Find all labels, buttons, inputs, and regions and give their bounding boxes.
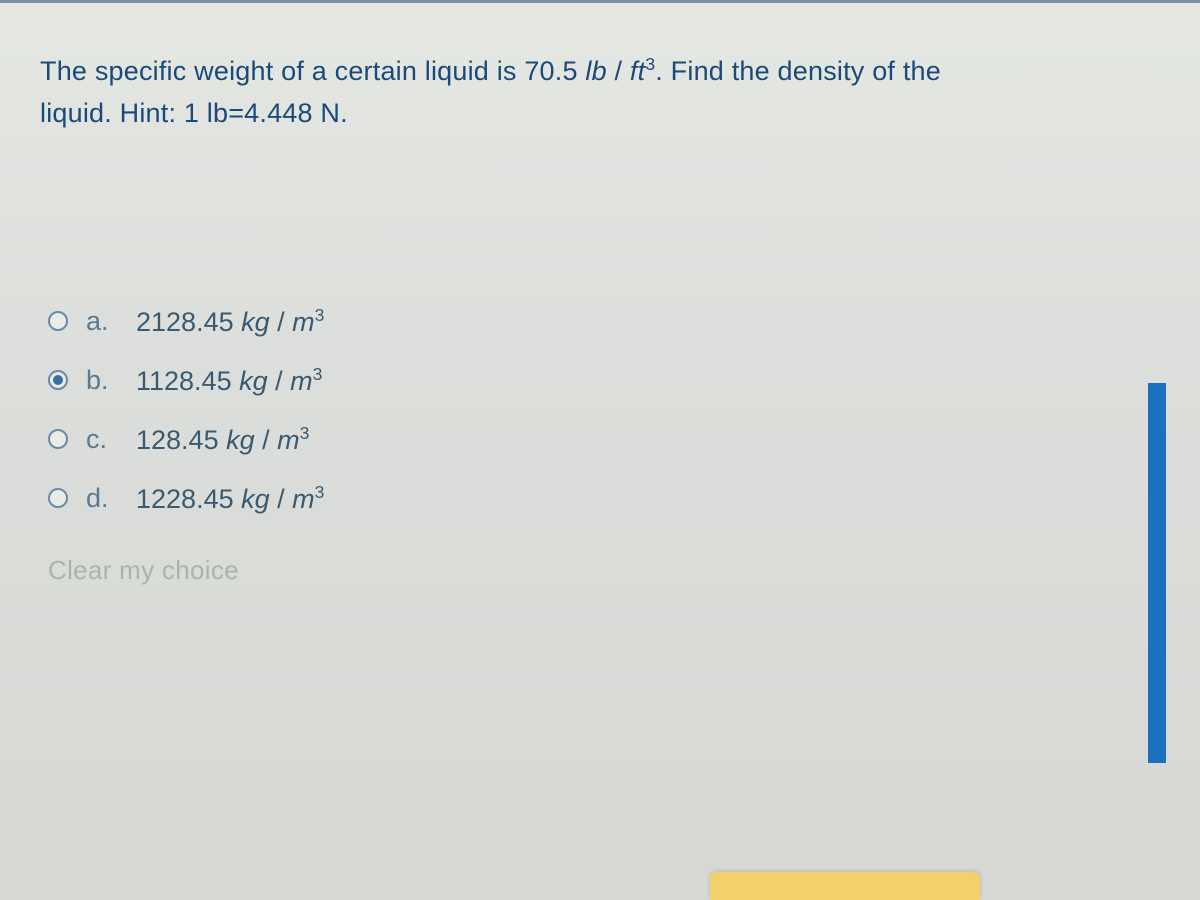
radio-c[interactable] xyxy=(48,429,68,449)
option-value: 128.45 kg / m3 xyxy=(136,423,309,456)
options-group: a. 2128.45 kg / m3 b. 1128.45 kg / m3 c. xyxy=(48,305,1020,515)
question-text: The specific weight of a certain liquid … xyxy=(40,51,1020,135)
question-card: The specific weight of a certain liquid … xyxy=(40,51,1020,586)
option-letter: b. xyxy=(86,365,118,396)
option-letter: a. xyxy=(86,306,118,337)
question-prefix: The specific weight of a certain liquid … xyxy=(40,56,585,86)
option-d[interactable]: d. 1228.45 kg / m3 xyxy=(48,482,1020,515)
radio-a[interactable] xyxy=(48,311,68,331)
option-value: 1228.45 kg / m3 xyxy=(136,482,324,515)
option-letter: c. xyxy=(86,424,118,455)
option-a[interactable]: a. 2128.45 kg / m3 xyxy=(48,305,1020,338)
clear-choice-link[interactable]: Clear my choice xyxy=(48,555,1020,586)
notification-tab[interactable] xyxy=(710,872,980,900)
unit-ft: ft xyxy=(630,56,645,86)
option-b[interactable]: b. 1128.45 kg / m3 xyxy=(48,364,1020,397)
side-progress-marker xyxy=(1148,383,1166,763)
option-value: 1128.45 kg / m3 xyxy=(136,364,322,397)
quiz-screen: The specific weight of a certain liquid … xyxy=(0,0,1200,900)
bottom-bar xyxy=(0,868,1200,900)
radio-b[interactable] xyxy=(48,370,68,390)
option-c[interactable]: c. 128.45 kg / m3 xyxy=(48,423,1020,456)
option-value: 2128.45 kg / m3 xyxy=(136,305,324,338)
unit-exp: 3 xyxy=(645,54,655,74)
unit-lb: lb xyxy=(585,56,606,86)
unit-slash: / xyxy=(607,56,630,86)
option-letter: d. xyxy=(86,483,118,514)
radio-d[interactable] xyxy=(48,488,68,508)
